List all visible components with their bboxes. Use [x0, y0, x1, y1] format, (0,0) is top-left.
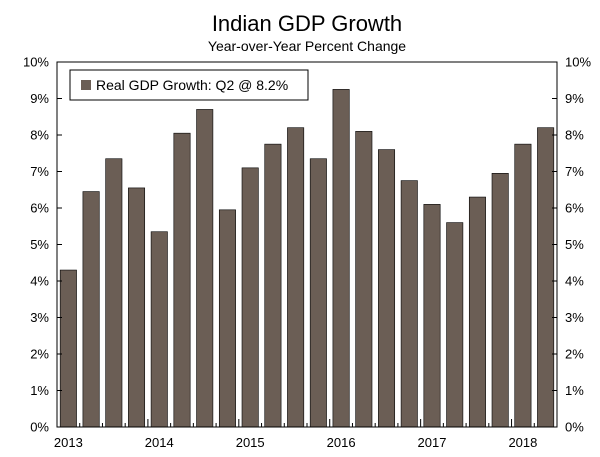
bar	[514, 143, 532, 428]
y-tick-label-left: 5%	[30, 237, 49, 252]
bar	[537, 127, 555, 428]
y-tick-label-left: 0%	[30, 420, 49, 435]
y-tick-label-left: 4%	[30, 274, 49, 289]
y-tick-label-right: 5%	[565, 237, 584, 252]
x-tick-label: 2017	[418, 435, 447, 450]
y-tick-label-right: 3%	[565, 310, 584, 325]
bar	[264, 143, 282, 428]
bar	[82, 191, 100, 428]
bar	[355, 131, 373, 428]
legend-swatch	[81, 80, 91, 90]
bar	[241, 167, 259, 428]
x-tick-label: 2018	[508, 435, 537, 450]
legend-box	[69, 69, 309, 101]
y-tick-label-right: 0%	[565, 420, 584, 435]
y-tick-label-right: 10%	[565, 55, 591, 70]
x-axis: 2013 2014 2015 2016 2017 2018	[54, 419, 537, 450]
y-tick-label-left: 2%	[30, 347, 49, 362]
bar	[309, 158, 327, 428]
y-tick-label-left: 3%	[30, 310, 49, 325]
x-tick-label: 2015	[236, 435, 265, 450]
y-tick-label-left: 7%	[30, 164, 49, 179]
bars-group	[59, 89, 555, 428]
bar	[105, 158, 123, 428]
y-tick-label-right: 6%	[565, 201, 584, 216]
y-tick-label-left: 1%	[30, 383, 49, 398]
y-tick-label-left: 9%	[30, 91, 49, 106]
chart-title: Indian GDP Growth	[212, 11, 402, 36]
bar	[446, 222, 464, 428]
legend: Real GDP Growth: Q2 @ 8.2%	[69, 69, 309, 101]
bar	[400, 180, 418, 428]
bar	[150, 231, 168, 428]
bar	[173, 132, 191, 428]
y-tick-label-left: 6%	[30, 201, 49, 216]
bar	[491, 173, 509, 428]
y-axis-right: 0% 1% 2% 3% 4% 5% 6% 7% 8% 9% 10%	[552, 55, 591, 435]
x-tick-label: 2014	[145, 435, 174, 450]
bar	[378, 149, 396, 428]
x-tick-label: 2016	[327, 435, 356, 450]
y-tick-label-right: 9%	[565, 91, 584, 106]
chart-subtitle: Year-over-Year Percent Change	[208, 38, 406, 54]
bar	[59, 269, 77, 428]
plot-frame	[56, 61, 558, 428]
y-tick-label-left: 10%	[23, 55, 49, 70]
bar	[287, 127, 305, 428]
bar	[423, 204, 441, 428]
y-tick-label-right: 2%	[565, 347, 584, 362]
bar	[218, 209, 236, 428]
y-tick-label-right: 1%	[565, 383, 584, 398]
y-tick-label-right: 4%	[565, 274, 584, 289]
y-tick-label-right: 7%	[565, 164, 584, 179]
y-axis-left: 0% 1% 2% 3% 4% 5% 6% 7% 8% 9% 10%	[23, 55, 62, 435]
bar	[128, 187, 146, 428]
y-tick-label-left: 8%	[30, 128, 49, 143]
bar	[468, 196, 486, 428]
bar	[196, 109, 214, 428]
y-tick-label-right: 8%	[565, 128, 584, 143]
legend-label: Real GDP Growth: Q2 @ 8.2%	[96, 77, 288, 93]
bar	[332, 89, 350, 428]
x-tick-label: 2013	[54, 435, 83, 450]
